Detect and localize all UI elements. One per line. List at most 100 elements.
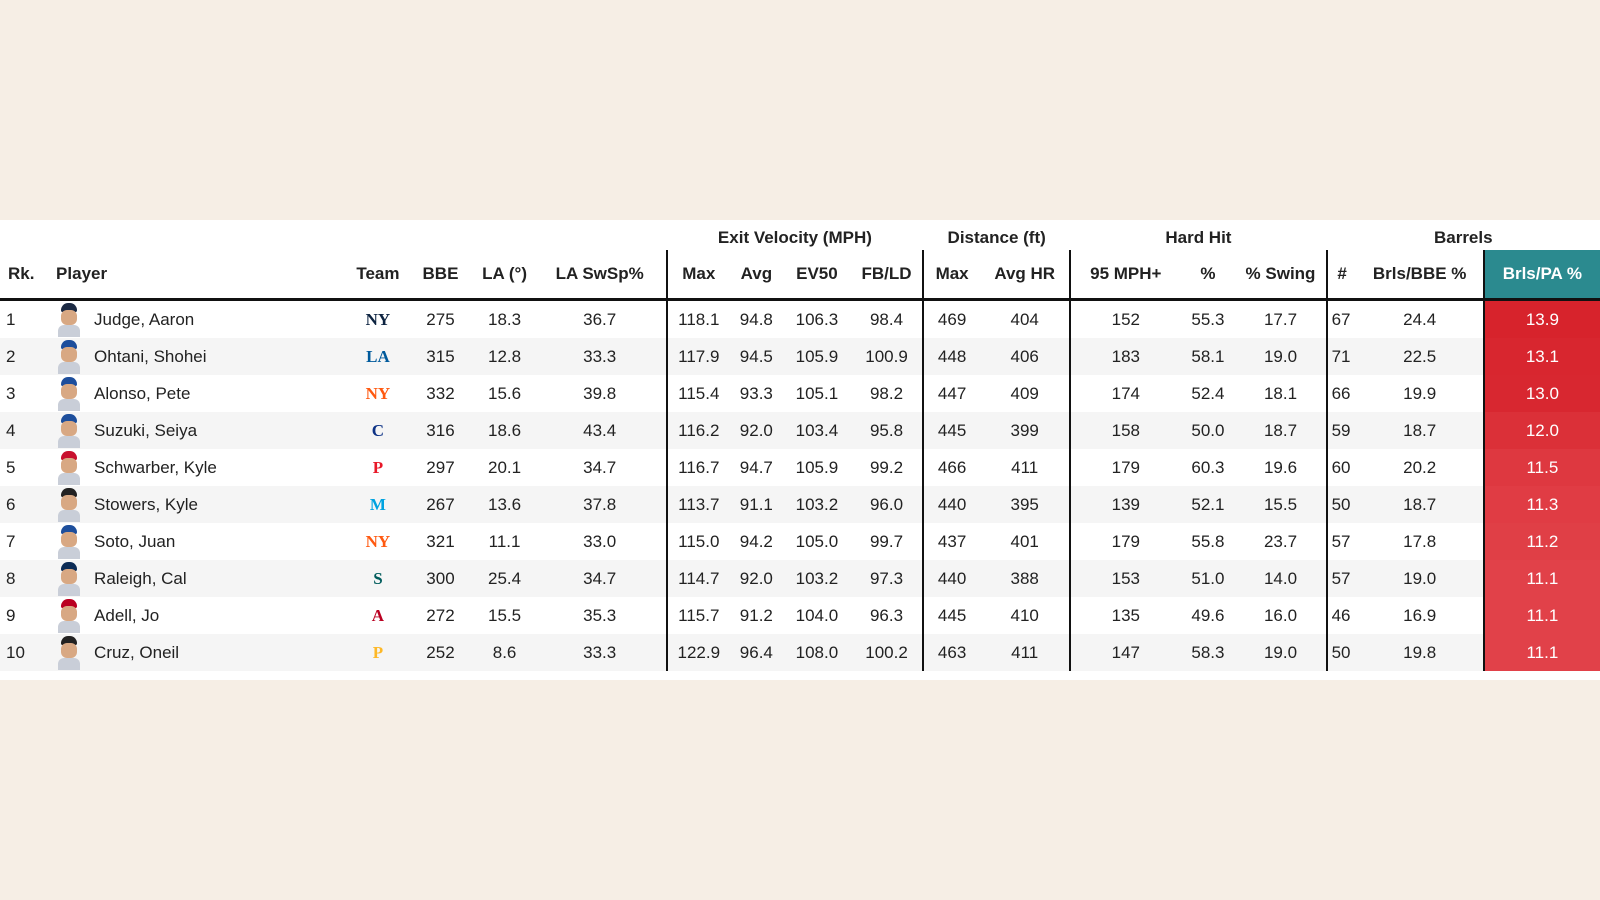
header-brl-bbe[interactable]: Brls/BBE % [1356, 250, 1484, 301]
ev-avg-cell: 92.0 [729, 412, 783, 449]
ev50-cell: 105.9 [782, 338, 851, 375]
header-bbe[interactable]: BBE [405, 250, 476, 301]
table-row-4[interactable]: 4 Suzuki, Seiya C 316 18.6 43.4 116.2 92… [0, 412, 1600, 449]
hh-95-cell: 147 [1069, 634, 1181, 671]
dist-avghr-cell: 409 [1010, 383, 1039, 403]
dodgers-logo-icon: LA [366, 346, 390, 366]
table-row-9[interactable]: 9 Adell, Jo A 272 15.5 35.3 115.7 91.2 1… [0, 597, 1600, 634]
player-name[interactable]: Suzuki, Seiya [94, 420, 198, 440]
table-row-8[interactable]: 8 Raleigh, Cal S 300 25.4 34.7 114.7 92.… [0, 560, 1600, 597]
header-team[interactable]: Team [350, 250, 406, 301]
hh-pct-cell: 55.8 [1191, 531, 1225, 551]
header-brl-pa[interactable]: Brls/PA % [1482, 250, 1600, 301]
dist-max-cell: 440 [922, 486, 981, 523]
rank-cell: 8 [0, 560, 49, 597]
ev50-cell: 104.0 [795, 605, 839, 625]
table-row-5[interactable]: 5 Schwarber, Kyle P 297 20.1 34.7 116.7 … [0, 449, 1600, 486]
brl-pa-cell: 11.1 [1482, 560, 1600, 597]
table-row-7[interactable]: 7 Soto, Juan NY 321 11.1 33.0 115.0 94.2… [0, 523, 1600, 560]
player-headshot-icon [58, 302, 81, 337]
la-cell: 18.3 [488, 309, 522, 329]
player-name[interactable]: Cruz, Oneil [94, 642, 180, 662]
hh-pct-cell: 58.3 [1180, 634, 1236, 671]
bbe-cell: 267 [405, 486, 476, 523]
player-cell[interactable]: Raleigh, Cal [48, 560, 351, 597]
player-cell[interactable]: Adell, Jo [48, 597, 350, 634]
header-hh-pct[interactable]: % [1180, 250, 1236, 301]
hh-95-cell: 139 [1069, 486, 1181, 523]
header-ev-avg[interactable]: Avg [729, 250, 783, 301]
mets-logo-icon: NY [365, 531, 391, 551]
rank-cell: 7 [6, 531, 16, 551]
player-name[interactable]: Soto, Juan [94, 531, 176, 551]
brl-pa-cell: 12.0 [1482, 412, 1600, 449]
ev-avg-cell: 96.4 [729, 634, 783, 671]
column-header-row: Rk. Player Team BBE LA (°) LA SwSp% Max … [0, 250, 1600, 301]
player-name[interactable]: Schwarber, Kyle [94, 457, 217, 477]
header-fbld[interactable]: FB/LD [850, 250, 924, 301]
hh-pct-cell: 60.3 [1191, 457, 1225, 477]
player-cell[interactable]: Ohtani, Shohei [48, 338, 351, 375]
header-rk[interactable]: Rk. [0, 250, 49, 301]
header-la[interactable]: LA (°) [475, 250, 534, 301]
brl-num-cell: 66 [1325, 375, 1357, 412]
player-cell[interactable]: Schwarber, Kyle [48, 449, 350, 486]
hh-95-cell: 153 [1069, 560, 1181, 597]
header-ev-max[interactable]: Max [665, 250, 730, 301]
header-hh-swing[interactable]: % Swing [1235, 250, 1327, 301]
player-cell[interactable]: Soto, Juan [48, 523, 350, 560]
team-logo-cell: P [350, 634, 406, 671]
team-logo-cell: NY [350, 375, 405, 412]
brl-num-cell: 57 [1325, 523, 1357, 560]
dist-max-cell: 437 [922, 523, 981, 560]
dist-max-cell: 448 [922, 338, 981, 375]
table-row-6[interactable]: 6 Stowers, Kyle M 267 13.6 37.8 113.7 91… [0, 486, 1600, 523]
player-name[interactable]: Adell, Jo [94, 605, 160, 625]
la-cell: 12.8 [475, 338, 534, 375]
brl-num-cell: 67 [1325, 299, 1357, 338]
header-la-swsp[interactable]: LA SwSp% [533, 250, 667, 301]
player-cell[interactable]: Suzuki, Seiya [48, 412, 351, 449]
statcast-leaderboard-panel: Exit Velocity (MPH) Distance (ft) Hard H… [0, 220, 1600, 680]
player-name[interactable]: Ohtani, Shohei [94, 346, 207, 366]
team-logo-cell: NY [350, 300, 405, 339]
marlins-logo-icon: M [369, 494, 386, 514]
header-hh-95[interactable]: 95 MPH+ [1069, 250, 1181, 301]
team-logo-cell: P [350, 449, 405, 486]
player-cell[interactable]: Stowers, Kyle [48, 486, 351, 523]
player-name[interactable]: Stowers, Kyle [94, 494, 198, 514]
table-row-10[interactable]: 10 Cruz, Oneil P 252 8.6 33.3 122.9 96.4… [0, 634, 1600, 671]
la-swsp-cell: 37.8 [533, 486, 667, 523]
table-row-1[interactable]: 1 Judge, Aaron NY 275 18.3 36.7 118.1 94… [0, 299, 1600, 339]
player-name[interactable]: Alonso, Pete [94, 383, 191, 403]
phillies-logo-icon: P [372, 457, 384, 477]
header-ev50[interactable]: EV50 [782, 250, 851, 301]
hh-95-cell: 135 [1069, 597, 1181, 634]
dist-avghr-cell: 411 [980, 634, 1071, 671]
la-swsp-cell: 33.3 [533, 338, 667, 375]
team-logo-cell: C [350, 412, 406, 449]
table-row-2[interactable]: 2 Ohtani, Shohei LA 315 12.8 33.3 117.9 … [0, 338, 1600, 375]
header-dist-avghr[interactable]: Avg HR [980, 250, 1071, 301]
player-headshot-icon [58, 635, 81, 670]
group-exit-velocity: Exit Velocity (MPH) [717, 228, 872, 247]
player-cell[interactable]: Cruz, Oneil [48, 634, 351, 671]
dist-max-cell: 445 [922, 412, 981, 449]
header-brl-num[interactable]: # [1325, 250, 1357, 301]
header-player[interactable]: Player [48, 250, 351, 301]
dist-max-cell: 466 [922, 449, 981, 486]
header-dist-max[interactable]: Max [922, 250, 981, 301]
column-group-row: Exit Velocity (MPH) Distance (ft) Hard H… [0, 220, 1600, 250]
player-name[interactable]: Judge, Aaron [94, 309, 195, 329]
player-name[interactable]: Raleigh, Cal [94, 568, 187, 588]
hh-95-cell: 152 [1069, 299, 1181, 338]
la-cell: 13.6 [475, 486, 534, 523]
brl-bbe-cell: 22.5 [1356, 338, 1484, 375]
ev50-cell: 105.0 [795, 531, 839, 551]
player-cell[interactable]: Alonso, Pete [48, 375, 350, 412]
table-row-3[interactable]: 3 Alonso, Pete NY 332 15.6 39.8 115.4 93… [0, 375, 1600, 412]
hh-swing-cell: 19.0 [1235, 338, 1327, 375]
player-cell[interactable]: Judge, Aaron [48, 300, 350, 339]
group-hard-hit: Hard Hit [1165, 228, 1232, 247]
la-swsp-cell: 36.7 [583, 309, 617, 329]
